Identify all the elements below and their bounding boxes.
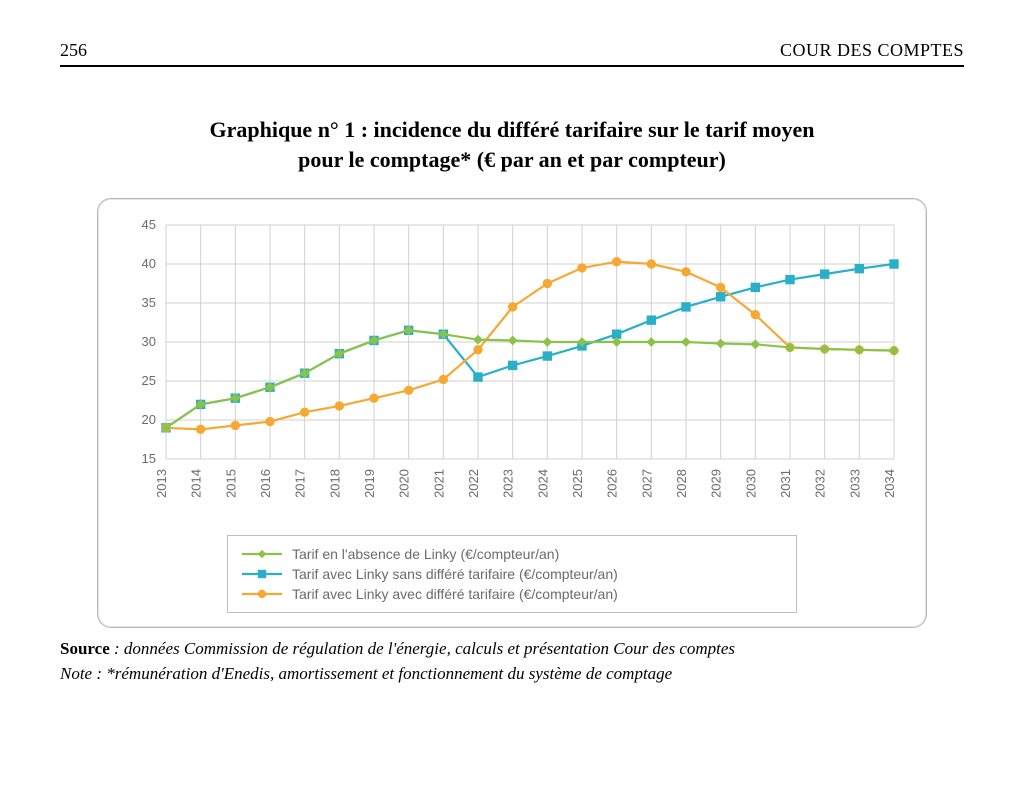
svg-text:15: 15: [142, 451, 156, 466]
svg-text:2024: 2024: [535, 469, 550, 498]
svg-text:25: 25: [142, 373, 156, 388]
chart-title-line2: pour le comptage* (€ par an et par compt…: [298, 147, 726, 172]
svg-text:2021: 2021: [431, 469, 446, 498]
chart-footnotes: Source : données Commission de régulatio…: [60, 638, 964, 686]
legend-label: Tarif avec Linky avec différé tarifaire …: [292, 586, 618, 602]
svg-text:2028: 2028: [674, 469, 689, 498]
svg-text:2013: 2013: [154, 469, 169, 498]
svg-text:2026: 2026: [605, 469, 620, 498]
svg-text:2025: 2025: [570, 469, 585, 498]
note-line: Note : *rémunération d'Enedis, amortisse…: [60, 663, 964, 686]
svg-text:2033: 2033: [847, 469, 862, 498]
svg-text:2020: 2020: [397, 469, 412, 498]
legend-item: Tarif avec Linky sans différé tarifaire …: [242, 564, 782, 584]
legend-label: Tarif avec Linky sans différé tarifaire …: [292, 566, 618, 582]
source-text: : données Commission de régulation de l'…: [110, 639, 735, 658]
chart-legend: Tarif en l'absence de Linky (€/compteur/…: [227, 535, 797, 613]
svg-text:2018: 2018: [327, 469, 342, 498]
svg-text:20: 20: [142, 412, 156, 427]
header-institution: COUR DES COMPTES: [780, 40, 964, 61]
svg-text:2019: 2019: [362, 469, 377, 498]
svg-text:2015: 2015: [223, 469, 238, 498]
note-label: Note: [60, 664, 92, 683]
legend-swatch: [242, 567, 282, 581]
svg-text:2017: 2017: [293, 469, 308, 498]
legend-swatch: [242, 547, 282, 561]
legend-label: Tarif en l'absence de Linky (€/compteur/…: [292, 546, 559, 562]
legend-item: Tarif avec Linky avec différé tarifaire …: [242, 584, 782, 604]
source-line: Source : données Commission de régulatio…: [60, 638, 964, 661]
line-chart: 1520253035404520132014201520162017201820…: [112, 211, 912, 521]
legend-item: Tarif en l'absence de Linky (€/compteur/…: [242, 544, 782, 564]
page-number: 256: [60, 40, 87, 61]
svg-text:2034: 2034: [882, 469, 897, 498]
svg-text:45: 45: [142, 217, 156, 232]
source-label: Source: [60, 639, 110, 658]
svg-text:2016: 2016: [258, 469, 273, 498]
chart-frame: 1520253035404520132014201520162017201820…: [97, 198, 927, 628]
page-header: 256 COUR DES COMPTES: [60, 40, 964, 67]
svg-text:30: 30: [142, 334, 156, 349]
svg-text:2031: 2031: [778, 469, 793, 498]
svg-text:2030: 2030: [743, 469, 758, 498]
svg-text:35: 35: [142, 295, 156, 310]
svg-text:2029: 2029: [709, 469, 724, 498]
svg-text:2032: 2032: [813, 469, 828, 498]
legend-swatch: [242, 587, 282, 601]
note-text: : *rémunération d'Enedis, amortissement …: [92, 664, 672, 683]
chart-title-line1: Graphique n° 1 : incidence du différé ta…: [210, 117, 815, 142]
svg-text:40: 40: [142, 256, 156, 271]
svg-text:2014: 2014: [189, 469, 204, 498]
svg-text:2027: 2027: [639, 469, 654, 498]
chart-title: Graphique n° 1 : incidence du différé ta…: [102, 115, 922, 174]
svg-text:2022: 2022: [466, 469, 481, 498]
svg-text:2023: 2023: [501, 469, 516, 498]
